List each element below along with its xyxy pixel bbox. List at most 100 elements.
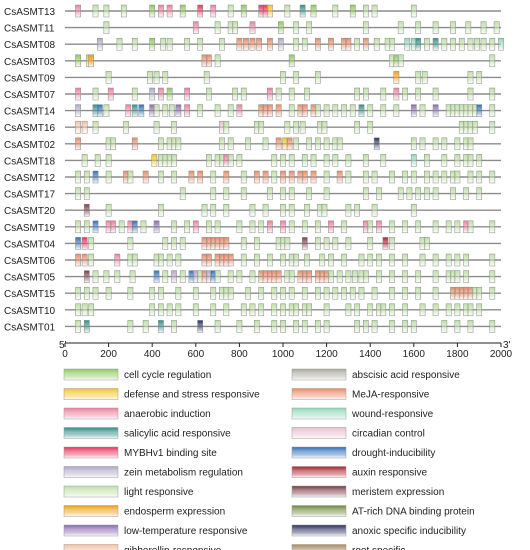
cis-element-mark [75, 253, 81, 267]
legend-label: MYBHv1 binding site [124, 448, 217, 459]
cis-element-mark [288, 170, 295, 184]
cis-element-mark [454, 253, 461, 267]
cis-element-mark [192, 286, 199, 300]
cis-element-mark [424, 187, 430, 200]
cis-element-mark [280, 187, 286, 200]
legend-label: endosperm expression [124, 507, 225, 518]
cis-element-mark [149, 4, 156, 18]
legend-item: meristem expression [291, 485, 444, 498]
cis-element-mark [441, 37, 448, 51]
legend-label: cell cycle regulation [124, 370, 211, 381]
cis-element-mark [441, 320, 448, 333]
cis-element-mark [123, 120, 129, 134]
cis-element-mark [293, 137, 299, 151]
cis-element-mark [332, 4, 339, 18]
gene-row: CsASMT07 [4, 87, 501, 101]
cis-element-mark [188, 170, 195, 184]
cis-element-mark [223, 303, 230, 317]
cis-element-mark [332, 237, 339, 250]
cis-element-mark [105, 203, 112, 217]
cis-element-mark [110, 220, 116, 234]
gene-row: CsASMT04 [4, 237, 501, 250]
cis-element-mark [467, 220, 474, 234]
cis-element-mark [158, 253, 164, 267]
cis-element-mark [323, 104, 330, 117]
cis-element-mark [371, 203, 378, 217]
cis-element-mark [341, 253, 347, 267]
cis-element-mark [315, 237, 321, 250]
gene-label: CsASMT19 [4, 223, 56, 234]
cis-element-mark [131, 104, 138, 117]
cis-element-mark [277, 37, 284, 51]
legend-swatch [63, 427, 119, 439]
cis-element-mark [371, 4, 378, 18]
cis-element-mark [280, 286, 286, 300]
cis-element-mark [321, 203, 328, 217]
cis-element-mark [271, 320, 278, 333]
cis-element-mark [271, 286, 278, 300]
cis-element-mark [171, 170, 177, 184]
cis-element-mark [354, 203, 360, 217]
cis-element-mark [389, 237, 395, 250]
cis-element-mark [362, 170, 369, 184]
cis-element-mark [419, 137, 426, 151]
legend-swatch [291, 485, 347, 498]
cis-element-mark [328, 220, 334, 234]
legend-label: zein metabolism regulation [124, 468, 243, 479]
legend-swatch [291, 524, 347, 537]
cis-element-mark [493, 21, 500, 34]
cis-element-mark [362, 37, 369, 51]
cis-element-mark [299, 120, 306, 134]
cis-element-mark [153, 220, 160, 234]
cis-element-mark [450, 37, 456, 51]
cis-element-mark [232, 87, 238, 101]
cis-element-mark [476, 286, 483, 300]
cis-element-mark [147, 71, 153, 84]
cis-element-mark [376, 253, 382, 267]
cis-element-mark [341, 104, 347, 117]
cis-element-mark [362, 154, 369, 167]
cis-element-mark [240, 237, 247, 250]
gene-label: CsASMT17 [4, 190, 56, 201]
cis-element-mark [315, 104, 321, 117]
cis-element-mark [288, 87, 295, 101]
cis-element-mark [75, 187, 81, 200]
gene-row: CsASMT09 [4, 71, 501, 84]
cis-element-mark [219, 137, 225, 151]
cis-element-mark [116, 37, 123, 51]
legend-item: defense and stress responsive [63, 388, 260, 401]
cis-element-mark [354, 320, 360, 333]
cis-element-mark [358, 286, 365, 300]
cis-element-mark [81, 120, 88, 134]
cis-element-mark [389, 320, 395, 333]
gene-label: CsASMT09 [4, 73, 56, 84]
cis-element-mark [168, 104, 175, 117]
cis-element-mark [280, 170, 286, 184]
cis-element-mark [310, 4, 317, 18]
cis-element-mark [450, 187, 456, 200]
cis-element-mark [103, 21, 110, 34]
axis-tick-label: 200 [100, 349, 117, 360]
cis-element-mark [284, 4, 291, 18]
cis-element-mark [201, 203, 208, 217]
cis-element-mark [315, 220, 321, 234]
cis-element-mark [223, 120, 230, 134]
cis-element-mark [288, 286, 295, 300]
cis-element-mark [336, 270, 343, 283]
legend-swatch [63, 485, 119, 498]
cis-element-mark [410, 4, 417, 18]
cis-element-mark [445, 303, 452, 317]
cis-element-mark [249, 37, 256, 51]
cis-element-mark [158, 87, 164, 101]
gene-row: CsASMT15 [4, 286, 501, 300]
cis-element-mark [75, 54, 81, 68]
cis-element-mark [476, 104, 483, 117]
cis-element-mark [151, 154, 158, 167]
cis-element-mark [110, 137, 116, 151]
cis-element-mark [192, 220, 199, 234]
cis-element-mark [240, 187, 247, 200]
cis-element-mark [410, 154, 417, 167]
cis-element-mark [397, 54, 404, 68]
legend-label: AT-rich DNA binding protein [352, 507, 475, 518]
cis-element-mark [321, 120, 328, 134]
